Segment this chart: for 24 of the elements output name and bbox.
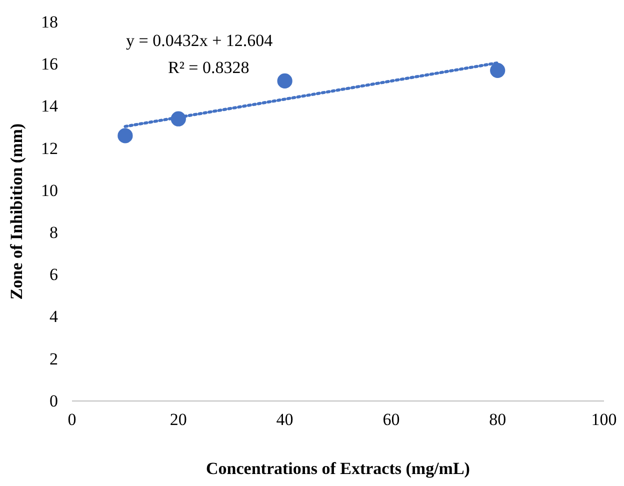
point: [277, 73, 292, 89]
y-tick-label: 8: [50, 222, 58, 242]
y-tick-label: 18: [41, 12, 58, 32]
x-tick-label: 0: [68, 410, 76, 430]
y-tick-label: 14: [41, 96, 58, 116]
y-tick-label: 4: [50, 307, 58, 326]
y-tick-label: 16: [41, 54, 58, 74]
x-tick-label: 100: [591, 410, 617, 430]
point: [118, 128, 133, 144]
annotation: y = 0.0432x + 12.604: [126, 31, 274, 50]
y-tick-label: 0: [50, 391, 58, 410]
x-tick-label: 60: [382, 410, 400, 430]
y-tick-label: 6: [50, 265, 58, 284]
point: [170, 111, 186, 126]
x-tick-label: 40: [276, 410, 294, 430]
y-tick-label: 10: [41, 180, 58, 200]
y-axis-title: Zone of Inhibition (mm): [7, 123, 26, 300]
annotation: R² = 0.8328: [168, 58, 250, 77]
point: [490, 62, 506, 78]
y-tick-label: 2: [50, 349, 58, 368]
y-tick-label: 12: [41, 138, 58, 158]
x-axis-title: Concentrations of Extracts (mg/mL): [206, 459, 470, 478]
x-tick-label: 80: [489, 410, 506, 430]
x-tick-label: 20: [170, 410, 187, 430]
